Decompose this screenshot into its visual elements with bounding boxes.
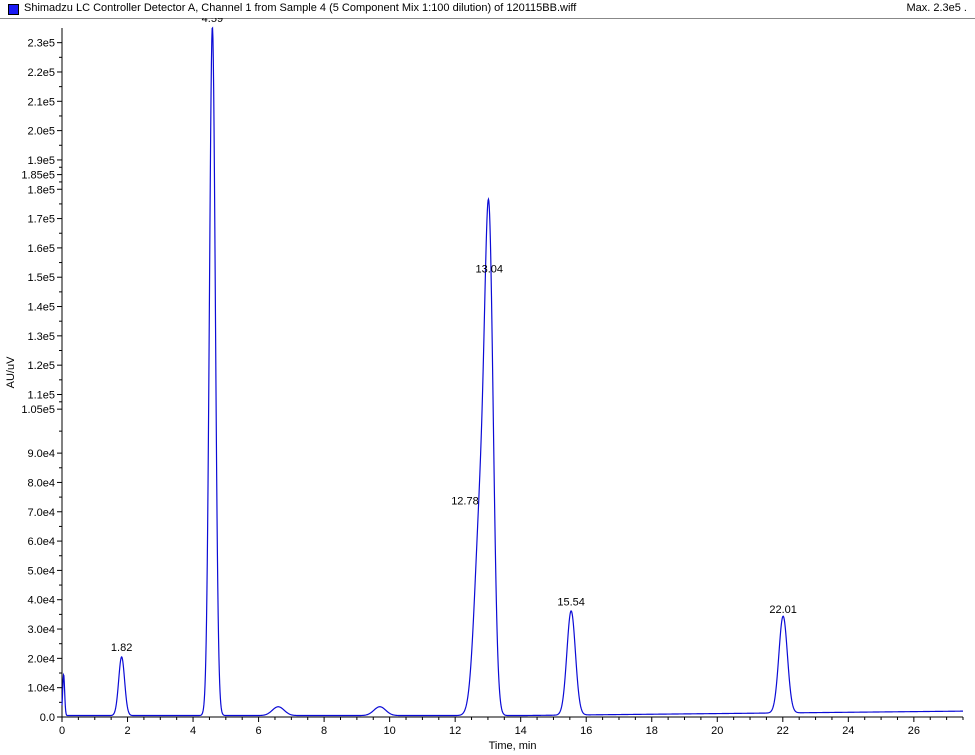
svg-text:22: 22 bbox=[777, 725, 789, 737]
svg-text:6: 6 bbox=[256, 725, 262, 737]
svg-text:5.0e4: 5.0e4 bbox=[27, 565, 55, 577]
svg-text:0.0: 0.0 bbox=[40, 712, 55, 724]
svg-text:20: 20 bbox=[711, 725, 723, 737]
svg-text:1.1e5: 1.1e5 bbox=[27, 389, 55, 401]
svg-text:4.0e4: 4.0e4 bbox=[27, 595, 55, 607]
svg-text:15.54: 15.54 bbox=[557, 596, 585, 608]
svg-text:3.0e4: 3.0e4 bbox=[27, 624, 55, 636]
svg-text:26: 26 bbox=[908, 725, 920, 737]
svg-text:1.6e5: 1.6e5 bbox=[27, 243, 55, 255]
svg-text:1.85e5: 1.85e5 bbox=[21, 170, 55, 182]
svg-text:6.0e4: 6.0e4 bbox=[27, 536, 55, 548]
svg-text:AU/uV: AU/uV bbox=[5, 356, 17, 388]
svg-text:24: 24 bbox=[842, 725, 854, 737]
svg-text:1.7e5: 1.7e5 bbox=[27, 214, 55, 226]
svg-text:1.2e5: 1.2e5 bbox=[27, 360, 55, 372]
svg-text:1.8e5: 1.8e5 bbox=[27, 184, 55, 196]
svg-text:4.59: 4.59 bbox=[202, 18, 223, 25]
svg-text:12: 12 bbox=[449, 725, 461, 737]
svg-text:7.0e4: 7.0e4 bbox=[27, 507, 55, 519]
svg-text:1.0e4: 1.0e4 bbox=[27, 683, 55, 695]
svg-text:8.0e4: 8.0e4 bbox=[27, 477, 55, 489]
legend-swatch bbox=[8, 4, 19, 15]
svg-text:13.04: 13.04 bbox=[475, 264, 503, 276]
svg-text:18: 18 bbox=[646, 725, 658, 737]
svg-text:1.5e5: 1.5e5 bbox=[27, 272, 55, 284]
svg-text:0: 0 bbox=[59, 725, 65, 737]
svg-text:8: 8 bbox=[321, 725, 327, 737]
svg-text:9.0e4: 9.0e4 bbox=[27, 448, 55, 460]
svg-text:16: 16 bbox=[580, 725, 592, 737]
header-bar: Shimadzu LC Controller Detector A, Chann… bbox=[0, 0, 975, 19]
svg-text:2.0e5: 2.0e5 bbox=[27, 126, 55, 138]
svg-text:4: 4 bbox=[190, 725, 196, 737]
svg-text:1.4e5: 1.4e5 bbox=[27, 302, 55, 314]
svg-text:14: 14 bbox=[515, 725, 527, 737]
app-window: Shimadzu LC Controller Detector A, Chann… bbox=[0, 0, 975, 755]
svg-text:2.0e4: 2.0e4 bbox=[27, 653, 55, 665]
svg-text:1.82: 1.82 bbox=[111, 642, 132, 654]
svg-text:2.1e5: 2.1e5 bbox=[27, 96, 55, 108]
svg-text:22.01: 22.01 bbox=[769, 604, 797, 616]
svg-text:2: 2 bbox=[124, 725, 130, 737]
svg-text:2.2e5: 2.2e5 bbox=[27, 67, 55, 79]
svg-text:2.3e5: 2.3e5 bbox=[27, 38, 55, 50]
svg-text:1.05e5: 1.05e5 bbox=[21, 404, 55, 416]
chart-title: Shimadzu LC Controller Detector A, Chann… bbox=[24, 2, 576, 14]
svg-text:12.78: 12.78 bbox=[451, 495, 479, 507]
max-intensity-label: Max. 2.3e5 . bbox=[906, 2, 967, 14]
svg-text:1.9e5: 1.9e5 bbox=[27, 155, 55, 167]
chromatogram-plot[interactable]: 0.0 1.0e4 2.0e4 3.0e4 4.0e4 5.0e4 6.0e4 7.0e4 8.… bbox=[0, 18, 975, 755]
svg-text:10: 10 bbox=[384, 725, 396, 737]
svg-text:1.3e5: 1.3e5 bbox=[27, 331, 55, 343]
svg-text:Time, min: Time, min bbox=[489, 740, 537, 752]
